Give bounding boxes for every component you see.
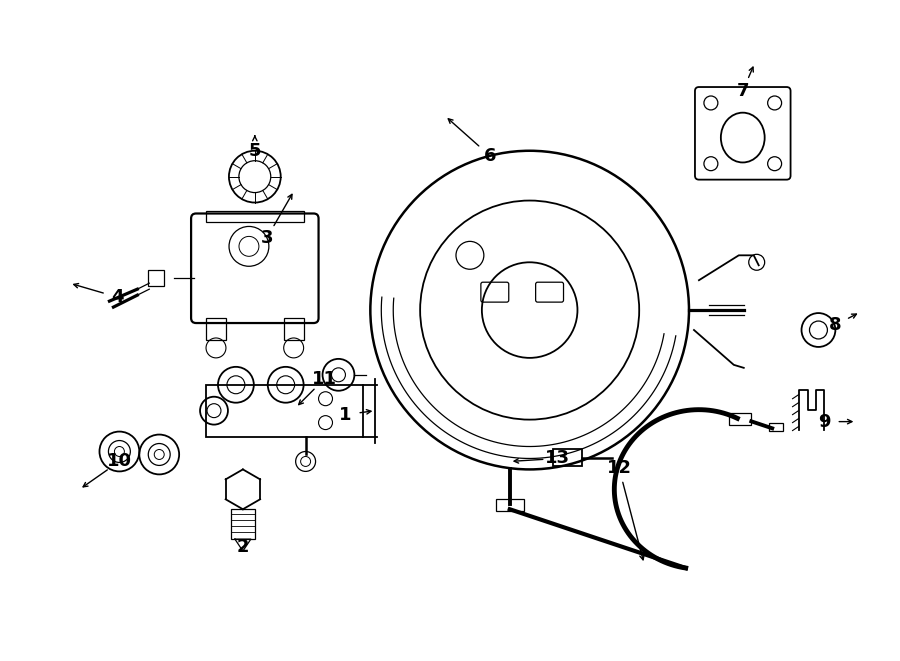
Bar (148, 270, 164, 286)
Text: 6: 6 (483, 147, 496, 165)
Text: 1: 1 (339, 406, 352, 424)
Text: 11: 11 (312, 369, 337, 388)
Bar (284, 318, 303, 340)
Text: 2: 2 (237, 538, 249, 556)
Bar (553, 449, 582, 467)
Bar (206, 210, 303, 223)
Bar (231, 509, 255, 539)
Bar (206, 318, 226, 340)
Bar (729, 413, 751, 425)
Bar (770, 423, 783, 431)
Text: 4: 4 (112, 288, 123, 306)
Text: 9: 9 (818, 412, 831, 430)
Bar (206, 385, 364, 436)
Text: 13: 13 (545, 449, 570, 467)
Bar (496, 499, 524, 511)
Text: 5: 5 (248, 141, 261, 160)
Text: 7: 7 (736, 82, 749, 100)
Text: 12: 12 (607, 459, 632, 477)
Text: 10: 10 (107, 452, 132, 471)
Text: 8: 8 (829, 316, 842, 334)
Text: 3: 3 (260, 229, 273, 247)
